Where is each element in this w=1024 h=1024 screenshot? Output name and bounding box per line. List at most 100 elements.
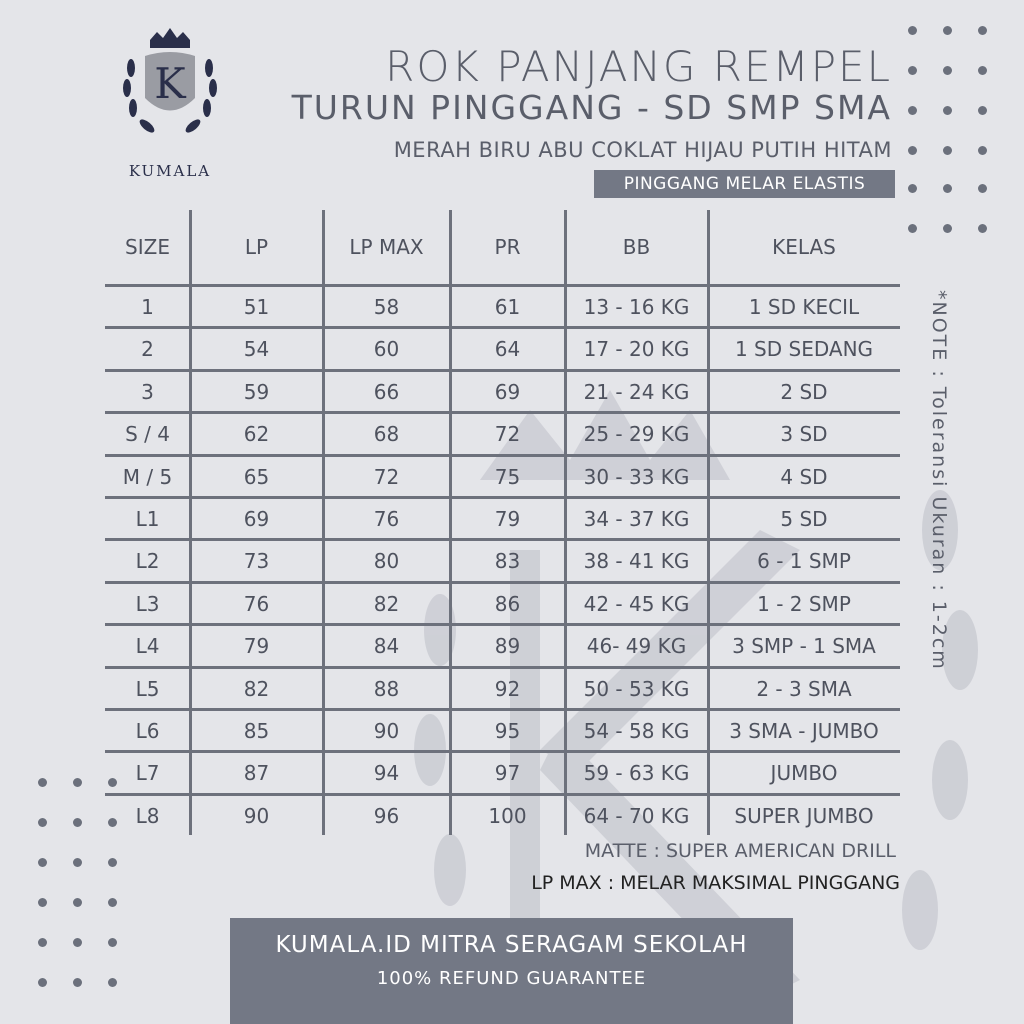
- svg-text:K: K: [154, 59, 187, 108]
- table-cell: 76: [373, 507, 400, 531]
- table-cell: 4 SD: [780, 464, 828, 489]
- table-cell: 3: [141, 379, 154, 404]
- table-cell: 13 - 16 KG: [583, 295, 690, 319]
- dot: [978, 184, 987, 193]
- table-cell: 61: [494, 295, 521, 319]
- table-cell: 94: [373, 761, 400, 786]
- table-cell: 42 - 45 KG: [583, 591, 690, 616]
- table-cell: JUMBO: [770, 761, 838, 786]
- table-cell: 1 - 2 SMP: [757, 591, 851, 616]
- table-cell: 25 - 29 KG: [583, 422, 690, 447]
- table-row-divider: [105, 538, 900, 542]
- table-cell: 100: [488, 803, 527, 828]
- table-cell: 80: [373, 549, 400, 574]
- table-cell: 2 - 3 SMA: [756, 676, 852, 701]
- table-header-cell: BB: [622, 235, 651, 259]
- dot: [978, 26, 987, 35]
- table-cell: 2 SD: [780, 379, 828, 404]
- table-cell: 34 - 37 KG: [583, 507, 690, 531]
- footer-banner: KUMALA.ID MITRA SERAGAM SEKOLAH 100% REF…: [230, 918, 793, 1024]
- table-cell: 54 - 58 KG: [583, 719, 690, 743]
- dot: [38, 938, 47, 947]
- table-cell: 2: [141, 337, 154, 362]
- dot: [73, 858, 82, 867]
- banner-title: KUMALA.ID MITRA SERAGAM SEKOLAH: [275, 932, 748, 958]
- table-cell: 6 - 1 SMP: [757, 549, 851, 574]
- dot: [908, 106, 917, 115]
- table-cell: 60: [373, 337, 400, 362]
- banner-subtitle: 100% REFUND GUARANTEE: [376, 968, 647, 989]
- dot: [978, 66, 987, 75]
- table-cell: 95: [494, 719, 521, 743]
- table-cell: 72: [373, 464, 400, 489]
- tolerance-note: *NOTE : Toleransi Ukuran : 1-2cm: [928, 290, 950, 671]
- table-cell: 88: [373, 676, 400, 701]
- table-column-divider: [189, 210, 192, 835]
- table-row-divider: [105, 453, 900, 457]
- table-row-divider: [105, 284, 900, 287]
- table-cell: 1 SD KECIL: [748, 295, 860, 319]
- dot: [978, 224, 987, 233]
- table-cell: 51: [243, 295, 270, 319]
- table-cell: 1: [141, 295, 154, 319]
- dot: [978, 106, 987, 115]
- kumala-logo: K KUMALA: [115, 28, 225, 180]
- table-cell: 50 - 53 KG: [583, 676, 690, 701]
- table-cell: 64: [494, 337, 521, 362]
- table-row-divider: [105, 580, 900, 584]
- dot: [943, 26, 952, 35]
- table-cell: 59: [243, 379, 270, 404]
- dot: [943, 146, 952, 155]
- dot: [38, 858, 47, 867]
- table-cell: 54: [243, 337, 270, 362]
- table-header-cell: LP MAX: [349, 235, 424, 259]
- table-row-divider: [105, 326, 900, 330]
- table-cell: 38 - 41 KG: [583, 549, 690, 574]
- table-row-divider: [105, 623, 900, 627]
- table-cell: 46- 49 KG: [586, 634, 687, 659]
- table-cell: 96: [373, 803, 400, 828]
- table-cell: L8: [135, 803, 160, 828]
- table-cell: 84: [373, 634, 400, 659]
- title-line-2: TURUN PINGGANG - SD SMP SMA: [291, 88, 892, 127]
- dot: [908, 66, 917, 75]
- table-cell: 1 SD SEDANG: [734, 337, 874, 362]
- dot: [978, 146, 987, 155]
- table-row-divider: [105, 411, 900, 415]
- dot: [108, 898, 117, 907]
- table-cell: 82: [243, 676, 270, 701]
- table-cell: 75: [494, 464, 521, 489]
- table-cell: 62: [243, 422, 270, 447]
- table-cell: 73: [243, 549, 270, 574]
- dot: [908, 26, 917, 35]
- table-cell: 72: [494, 422, 521, 447]
- dot: [908, 184, 917, 193]
- table-row-divider: [105, 496, 900, 499]
- dot: [73, 978, 82, 987]
- table-cell: 3 SMA - JUMBO: [729, 719, 879, 743]
- dot: [73, 778, 82, 787]
- dot: [73, 818, 82, 827]
- table-cell: 68: [373, 422, 400, 447]
- table-cell: 83: [494, 549, 521, 574]
- logo-text: KUMALA: [128, 162, 212, 180]
- table-column-divider: [322, 210, 325, 835]
- table-cell: 3 SMP - 1 SMA: [732, 634, 876, 659]
- table-cell: 21 - 24 KG: [583, 379, 690, 404]
- table-cell: M / 5: [122, 464, 173, 489]
- dot: [38, 818, 47, 827]
- table-row-divider: [105, 708, 900, 711]
- dot: [73, 938, 82, 947]
- dot: [943, 224, 952, 233]
- crest-icon: K: [123, 28, 217, 133]
- table-header-cell: SIZE: [125, 235, 170, 259]
- table-cell: 87: [243, 761, 270, 786]
- material-text: MATTE : SUPER AMERICAN DRILL: [584, 840, 896, 862]
- dot: [908, 146, 917, 155]
- dot: [108, 978, 117, 987]
- dot: [108, 938, 117, 947]
- table-column-divider: [449, 210, 452, 835]
- table-cell: 65: [243, 464, 270, 489]
- table-cell: 76: [243, 591, 270, 616]
- table-cell: L7: [135, 761, 160, 786]
